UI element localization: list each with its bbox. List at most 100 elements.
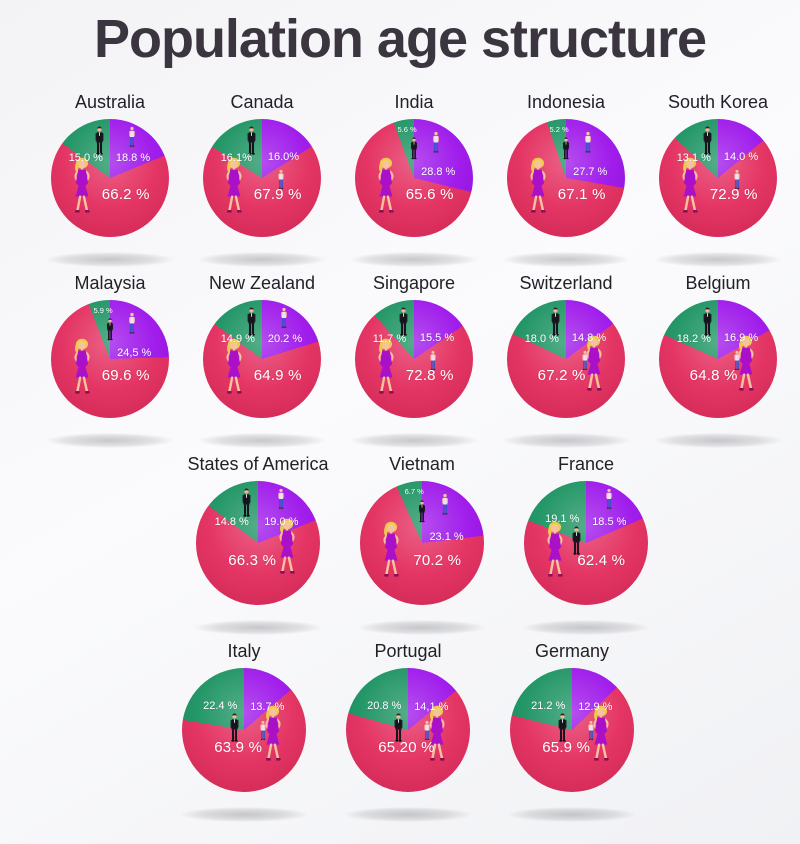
- pie-drop-shadow: [198, 252, 326, 267]
- pink-slice-label: 65.6 %: [405, 186, 454, 204]
- country-title: Switzerland: [519, 273, 613, 293]
- pie-drop-shadow: [46, 252, 174, 267]
- woman-icon: [575, 335, 613, 393]
- pink-slice-label: 72.8 %: [405, 367, 454, 385]
- woman-icon: [268, 518, 306, 576]
- woman-icon: [372, 521, 410, 579]
- pie-drop-shadow: [654, 252, 782, 267]
- pie-drop-shadow: [344, 807, 472, 822]
- man-in-suit-icon: [700, 126, 715, 157]
- woman-icon: [582, 705, 620, 763]
- pie-chart-france: France 19.1 % 18.5 % 62.4 %: [504, 454, 668, 635]
- young-person-icon: [583, 720, 599, 744]
- man-in-suit-icon: [548, 307, 563, 338]
- green-slice-label: 18.2 %: [676, 333, 711, 346]
- woman-icon: [536, 521, 574, 579]
- young-person-icon: [273, 169, 289, 193]
- pie-graphic: 20.8 % 14,1 % 65.20 %: [346, 668, 470, 792]
- green-slice-label: 19.1 %: [545, 513, 580, 526]
- pie-chart-canada: Canada 16.1% 16.0% 67.9 %: [186, 92, 338, 267]
- young-person-icon: [428, 131, 444, 157]
- pie-chart-belgium: Belgium 18.2 % 16.9 % 64.8 %: [642, 273, 794, 448]
- country-title: Australia: [74, 92, 146, 112]
- green-slice-label: 18.0 %: [524, 333, 559, 346]
- green-slice-label: 14.8 %: [214, 515, 249, 528]
- pie-drop-shadow: [654, 433, 782, 448]
- purple-slice-label: 12.9 %: [578, 701, 613, 714]
- pink-slice-label: 67.9 %: [253, 186, 302, 204]
- man-in-suit-icon: [407, 137, 421, 161]
- man-in-suit-icon: [239, 488, 254, 519]
- country-title: Belgium: [685, 273, 751, 293]
- pie-drop-shadow: [194, 620, 322, 635]
- man-in-suit-icon: [227, 713, 242, 744]
- young-person-icon: [276, 307, 292, 332]
- young-person-icon: [425, 350, 441, 374]
- woman-icon: [254, 705, 292, 763]
- green-slice-label: 5.6 %: [397, 124, 417, 134]
- country-title: India: [394, 92, 434, 112]
- woman-icon: [519, 157, 557, 215]
- pie-chart-italy: Italy 22.4 % 13.7 % 63.9 %: [162, 641, 326, 822]
- pie-graphic: 14.9 % 20.2 % 64.9 %: [203, 300, 321, 418]
- man-in-suit-icon: [396, 307, 411, 338]
- green-slice-label: 16.1%: [220, 152, 252, 165]
- pie-graphic: 11.7 % 15.5 % 72.8 %: [355, 300, 473, 418]
- young-person-icon: [580, 131, 596, 157]
- pie-drop-shadow: [350, 433, 478, 448]
- country-title: Malaysia: [74, 273, 146, 293]
- pie-graphic: 6.7 % 23.1 % 70.2 %: [360, 481, 484, 605]
- green-slice-label: 6.7 %: [404, 487, 424, 497]
- green-slice-label: 13.1 %: [676, 152, 711, 165]
- pie-graphic: 14.8 % 19.0 % 66.3 %: [196, 481, 320, 605]
- young-person-icon: [577, 350, 593, 374]
- country-title: Italy: [227, 641, 261, 661]
- man-in-suit-icon: [700, 307, 715, 338]
- pie-drop-shadow: [502, 252, 630, 267]
- green-slice-label: 20.8 %: [367, 700, 402, 713]
- pie-chart-malaysia: Malaysia 5.9 % 24,5 % 69.6 %: [34, 273, 186, 448]
- pink-slice-label: 72.9 %: [709, 186, 758, 204]
- pink-slice-label: 66.2 %: [101, 186, 150, 204]
- woman-icon: [215, 338, 253, 396]
- chart-row: States of America 14.8 % 19.0 % 66.3 % Vietn…: [22, 454, 800, 635]
- purple-slice-label: 28.8 %: [421, 166, 456, 179]
- woman-icon: [671, 157, 709, 215]
- woman-icon: [418, 705, 456, 763]
- chart-row: Australia 15.0 % 18.8 % 66.2 % Canada 16.1% 16…: [14, 92, 800, 267]
- young-person-icon: [729, 350, 745, 374]
- green-slice-label: 14.9 %: [220, 333, 255, 346]
- man-in-suit-icon: [103, 318, 117, 342]
- pie-chart-vietnam: Vietnam 6.7 % 23.1 % 70.2 %: [340, 454, 504, 635]
- pie-graphic: 5.2 % 27.7 % 67.1 %: [507, 119, 625, 237]
- young-person-icon: [601, 488, 617, 513]
- pie-graphic: 15.0 % 18.8 % 66.2 %: [51, 119, 169, 237]
- woman-icon: [63, 157, 101, 215]
- pink-slice-label: 65.20 %: [378, 738, 435, 756]
- pink-slice-label: 70.2 %: [413, 551, 462, 569]
- country-title: New Zealand: [208, 273, 316, 293]
- pink-slice-label: 62.4 %: [577, 551, 626, 569]
- purple-slice-label: 14.8 %: [571, 331, 607, 344]
- green-slice-label: 5.2 %: [549, 124, 569, 134]
- pink-slice-label: 65.9 %: [542, 738, 591, 756]
- pie-graphic: 19.1 % 18.5 % 62.4 %: [524, 481, 648, 605]
- pie-chart-new-zealand: New Zealand 14.9 % 20.2 % 64.9 %: [186, 273, 338, 448]
- country-title: Canada: [230, 92, 294, 112]
- pie-graphic: 5.6 % 28.8 % 65.6 %: [355, 119, 473, 237]
- pink-slice-label: 64.9 %: [253, 367, 302, 385]
- country-title: Portugal: [374, 641, 442, 661]
- woman-icon: [367, 338, 405, 396]
- country-title: Germany: [534, 641, 610, 661]
- man-in-suit-icon: [559, 137, 573, 161]
- chart-row: Italy 22.4 % 13.7 % 63.9 % Portugal 20.8 % 14,…: [8, 641, 800, 822]
- green-slice-label: 11.7 %: [372, 333, 407, 346]
- pie-graphic: 18.2 % 16.9 % 64.8 %: [659, 300, 777, 418]
- purple-slice-label: 18.8 %: [115, 152, 151, 165]
- green-slice-label: 15.0 %: [68, 152, 103, 165]
- pie-chart-singapore: Singapore 11.7 % 15.5 % 72.8 %: [338, 273, 490, 448]
- man-in-suit-icon: [415, 499, 429, 524]
- man-in-suit-icon: [92, 126, 107, 157]
- pie-drop-shadow: [180, 807, 308, 822]
